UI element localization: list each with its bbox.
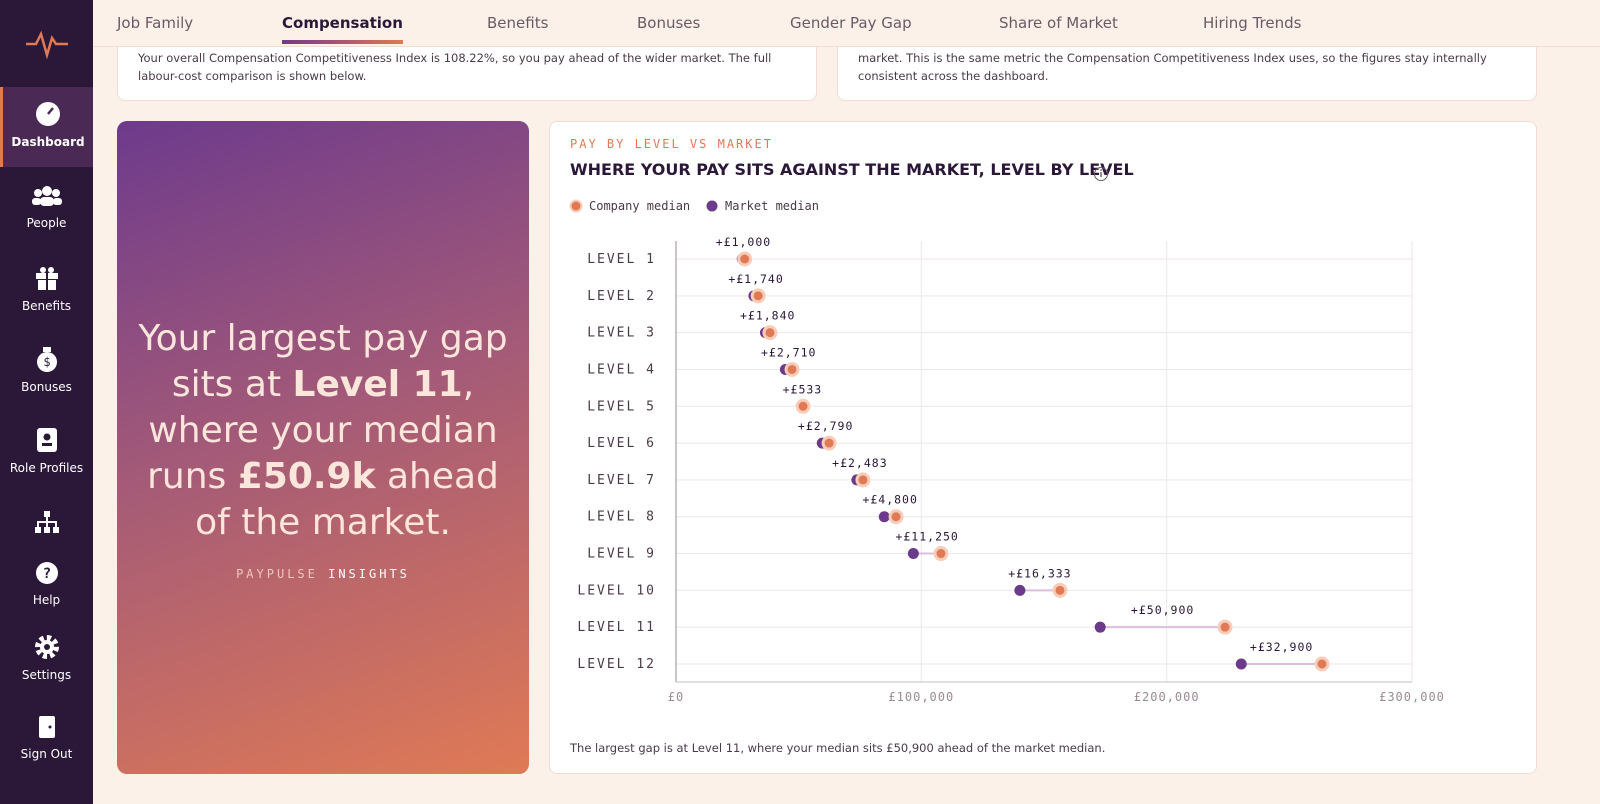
chart-title: WHERE YOUR PAY SITS AGAINST THE MARKET, …: [570, 160, 1134, 179]
gap-label: +£4,800: [862, 493, 917, 507]
x-tick-label: £300,000: [1379, 690, 1445, 704]
nav-label: Sign Out: [20, 747, 73, 761]
gap-label: +£11,250: [895, 530, 958, 544]
brand-name: PAYPULSE: [236, 567, 318, 581]
text: , where your median runs: [147, 364, 498, 497]
legend-label: Market median: [725, 199, 819, 213]
chart: PAY BY LEVEL VS MARKET WHERE YOUR PAY SI…: [569, 137, 1445, 755]
footnote: The largest gap is at Level 11, where yo…: [569, 741, 1105, 755]
headline: Your largest pay gap sits at Level 11, w…: [137, 316, 509, 546]
gap-label: +£1,840: [740, 309, 795, 323]
gap-label: +£533: [783, 382, 823, 396]
insight-card: Your largest pay gap sits at Level 11, w…: [117, 121, 529, 774]
x-tick-label: £200,000: [1134, 690, 1200, 704]
gap-label: +£16,333: [1008, 566, 1071, 580]
logo: [26, 30, 68, 60]
company-dot: [784, 361, 800, 377]
company-dot: [821, 435, 837, 451]
nav-label: Dashboard: [11, 135, 85, 149]
gap-label: +£2,710: [761, 345, 816, 359]
text: Level 11: [292, 364, 463, 405]
nav-label: Benefits: [21, 299, 72, 313]
nav-item[interactable]: Benefits: [0, 265, 93, 313]
tab-bar: Job Family Compensation Benefits Bonuses…: [93, 0, 1600, 47]
y-tick-label: LEVEL 11: [577, 620, 656, 635]
nav-item[interactable]: Settings: [0, 634, 93, 682]
nav-item[interactable]: [0, 510, 93, 542]
nav-label: Help: [32, 593, 61, 607]
y-tick-label: LEVEL 7: [587, 473, 656, 488]
tab[interactable]: Job Family: [117, 14, 194, 32]
nav-label: Settings: [21, 668, 72, 682]
legend-swatch: [706, 200, 718, 212]
gap-label: +£1,000: [716, 235, 771, 249]
svg-text:?: ?: [42, 566, 50, 582]
summary-card: Your overall Compensation Competitivenes…: [117, 47, 817, 101]
company-dot: [795, 398, 811, 414]
legend-swatch: [569, 199, 583, 213]
nav-item[interactable]: ? Help: [0, 561, 93, 607]
tab[interactable]: Bonuses: [637, 14, 701, 32]
nav-item[interactable]: Dashboard: [0, 87, 93, 167]
company-dot: [1052, 582, 1068, 598]
y-tick-label: LEVEL 1: [587, 252, 656, 267]
market-dot: [1235, 658, 1247, 670]
y-tick-label: LEVEL 5: [587, 399, 656, 414]
y-tick-label: LEVEL 9: [587, 547, 656, 562]
tab[interactable]: Gender Pay Gap: [790, 14, 912, 32]
gap-label: +£2,483: [832, 456, 887, 470]
market-dot: [1014, 584, 1026, 596]
y-tick-label: LEVEL 12: [577, 657, 656, 672]
tab[interactable]: Hiring Trends: [1203, 14, 1302, 32]
company-dot: [888, 509, 904, 525]
company-dot: [737, 251, 753, 267]
nav-item[interactable]: Sign Out: [0, 715, 93, 761]
card-text: Your overall Compensation Competitivenes…: [138, 51, 772, 83]
market-dot: [907, 548, 919, 560]
company-dot: [855, 472, 871, 488]
company-dot: [933, 546, 949, 562]
chart-card: PAY BY LEVEL VS MARKET WHERE YOUR PAY SI…: [549, 121, 1537, 774]
legend-label: Company median: [589, 199, 690, 213]
tab[interactable]: Benefits: [487, 14, 549, 32]
nav-item[interactable]: $ Bonuses: [0, 346, 93, 394]
brand-tag: INSIGHTS: [328, 567, 410, 581]
y-tick-label: LEVEL 6: [587, 436, 656, 451]
card-text: market. This is the same metric the Comp…: [858, 51, 1487, 83]
company-dot: [1314, 656, 1330, 672]
text: ahead of the market.: [195, 456, 499, 543]
y-tick-label: LEVEL 3: [587, 326, 656, 341]
market-dot: [878, 511, 890, 523]
y-tick-label: LEVEL 10: [577, 583, 656, 598]
market-dot: [1094, 621, 1106, 633]
svg-text:$: $: [43, 355, 50, 369]
summary-card: market. This is the same metric the Comp…: [837, 47, 1537, 101]
gap-label: +£1,740: [728, 272, 783, 286]
company-dot: [750, 288, 766, 304]
nav-label: Role Profiles: [9, 461, 84, 475]
y-tick-label: LEVEL 4: [587, 362, 656, 377]
nav-label: Bonuses: [21, 380, 72, 394]
gap-label: +£32,900: [1250, 640, 1313, 654]
text: £50.9k: [237, 456, 376, 497]
eyebrow: PAY BY LEVEL VS MARKET: [570, 137, 773, 151]
tab[interactable]: Share of Market: [999, 14, 1118, 32]
nav-item[interactable]: Role Profiles: [0, 427, 93, 475]
company-dot: [762, 325, 778, 341]
nav-item[interactable]: People: [0, 184, 93, 230]
x-tick-label: £100,000: [888, 690, 954, 704]
sidebar: Dashboard People Benefits $ Bonuses Role …: [0, 0, 93, 804]
gap-label: +£2,790: [798, 419, 853, 433]
company-dot: [1217, 619, 1233, 635]
nav-label: People: [26, 216, 67, 230]
y-tick-label: LEVEL 2: [587, 289, 656, 304]
gap-label: +£50,900: [1131, 603, 1194, 617]
brand: PAYPULSE INSIGHTS: [117, 567, 529, 581]
text: Your largest pay gap sits at: [138, 318, 508, 405]
x-tick-label: £0: [668, 690, 684, 704]
tab[interactable]: Compensation: [282, 14, 403, 44]
info-icon[interactable]: [1094, 167, 1108, 181]
y-tick-label: LEVEL 8: [587, 510, 656, 525]
